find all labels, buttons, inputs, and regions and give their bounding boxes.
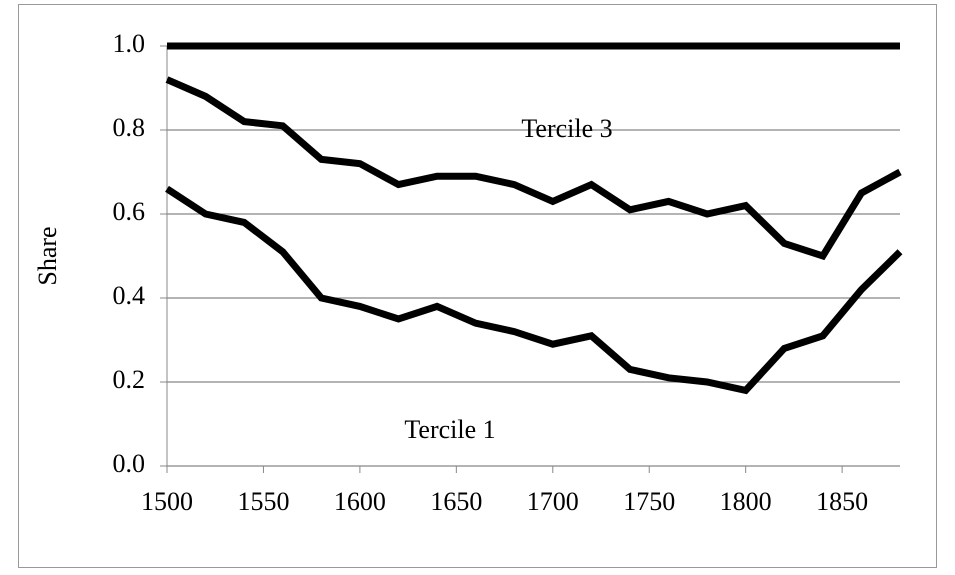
y-tick-label: 0.4 <box>113 281 146 310</box>
y-tick-label: 0.2 <box>113 365 146 394</box>
annotation: Tercile 1 <box>404 415 495 444</box>
x-tick-label: 1850 <box>816 487 868 516</box>
y-tick-label: 0.6 <box>113 197 146 226</box>
annotation: Tercile 3 <box>521 114 612 143</box>
y-tick-label: 0.8 <box>113 113 146 142</box>
chart-frame <box>18 4 937 568</box>
y-tick-label: 0.0 <box>113 449 146 478</box>
x-tick-label: 1500 <box>141 487 193 516</box>
data-line <box>165 185 903 395</box>
y-tick-label: 1.0 <box>113 29 146 58</box>
x-tick-label: 1550 <box>237 487 289 516</box>
x-tick-label: 1650 <box>430 487 482 516</box>
x-tick-label: 1700 <box>527 487 579 516</box>
y-axis-label: Share <box>33 226 62 285</box>
data-line <box>165 76 902 261</box>
x-tick-label: 1800 <box>720 487 772 516</box>
x-tick-label: 1750 <box>623 487 675 516</box>
x-tick-label: 1600 <box>334 487 386 516</box>
